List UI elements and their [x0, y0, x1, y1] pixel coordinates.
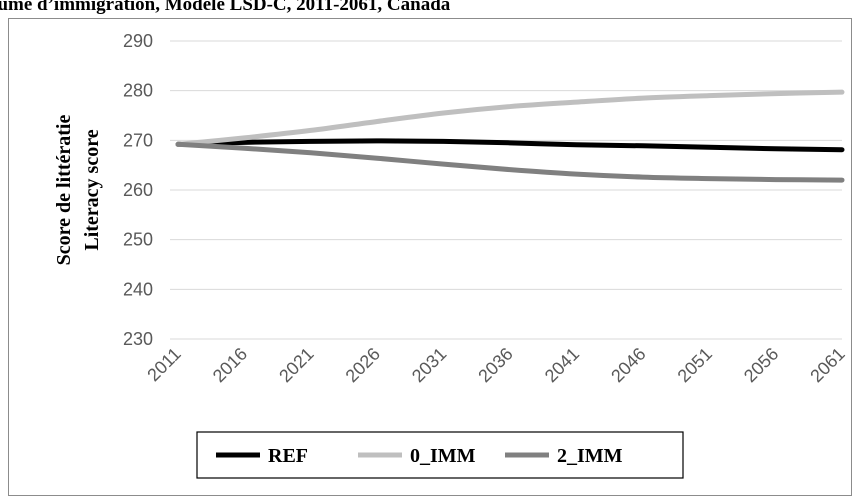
- x-tick-label: 2046: [607, 344, 649, 386]
- x-tick-label: 2036: [474, 344, 516, 386]
- x-tick-label: 2056: [740, 344, 782, 386]
- x-tick-label: 2041: [541, 344, 583, 386]
- y-tick-label: 250: [123, 230, 153, 250]
- y-axis-label-fr: Score de littératie: [53, 115, 75, 266]
- legend-label: 2_IMM: [557, 445, 623, 467]
- x-axis-ticks: 2011 2016 2021 2026 2031 2036 2041 2046 2051 2056…: [143, 344, 849, 386]
- y-tick-label: 240: [123, 279, 153, 299]
- series-lines: [175, 89, 845, 183]
- y-axis-ticks: 230 240 250 260 270 280 290: [123, 31, 153, 349]
- x-tick-label: 2031: [408, 344, 450, 386]
- y-tick-label: 280: [123, 81, 153, 101]
- series-line-0_imm: [175, 89, 845, 147]
- legend-label: 0_IMM: [410, 445, 476, 467]
- legend: REF 0_IMM 2_IMM: [196, 431, 684, 479]
- x-tick-label: 2026: [342, 344, 384, 386]
- x-tick-label: 2051: [674, 344, 716, 386]
- legend-box: [196, 431, 684, 479]
- page-title: e volume d’immigration, Modèle LSD-C, 20…: [0, 0, 451, 15]
- x-tick-label: 2061: [806, 344, 848, 386]
- x-tick-label: 2021: [275, 344, 317, 386]
- y-tick-label: 230: [123, 329, 153, 349]
- x-tick-label: 2016: [209, 344, 251, 386]
- legend-label: REF: [268, 445, 308, 467]
- series-line-ref: [175, 138, 845, 153]
- y-tick-label: 270: [123, 130, 153, 150]
- y-axis-label-en: Literacy score: [81, 129, 103, 250]
- x-tick-label: 2011: [143, 344, 185, 386]
- series-line-2_imm: [175, 141, 845, 183]
- grid-lines: [170, 40, 842, 340]
- y-tick-label: 260: [123, 180, 153, 200]
- y-tick-label: 290: [123, 31, 153, 51]
